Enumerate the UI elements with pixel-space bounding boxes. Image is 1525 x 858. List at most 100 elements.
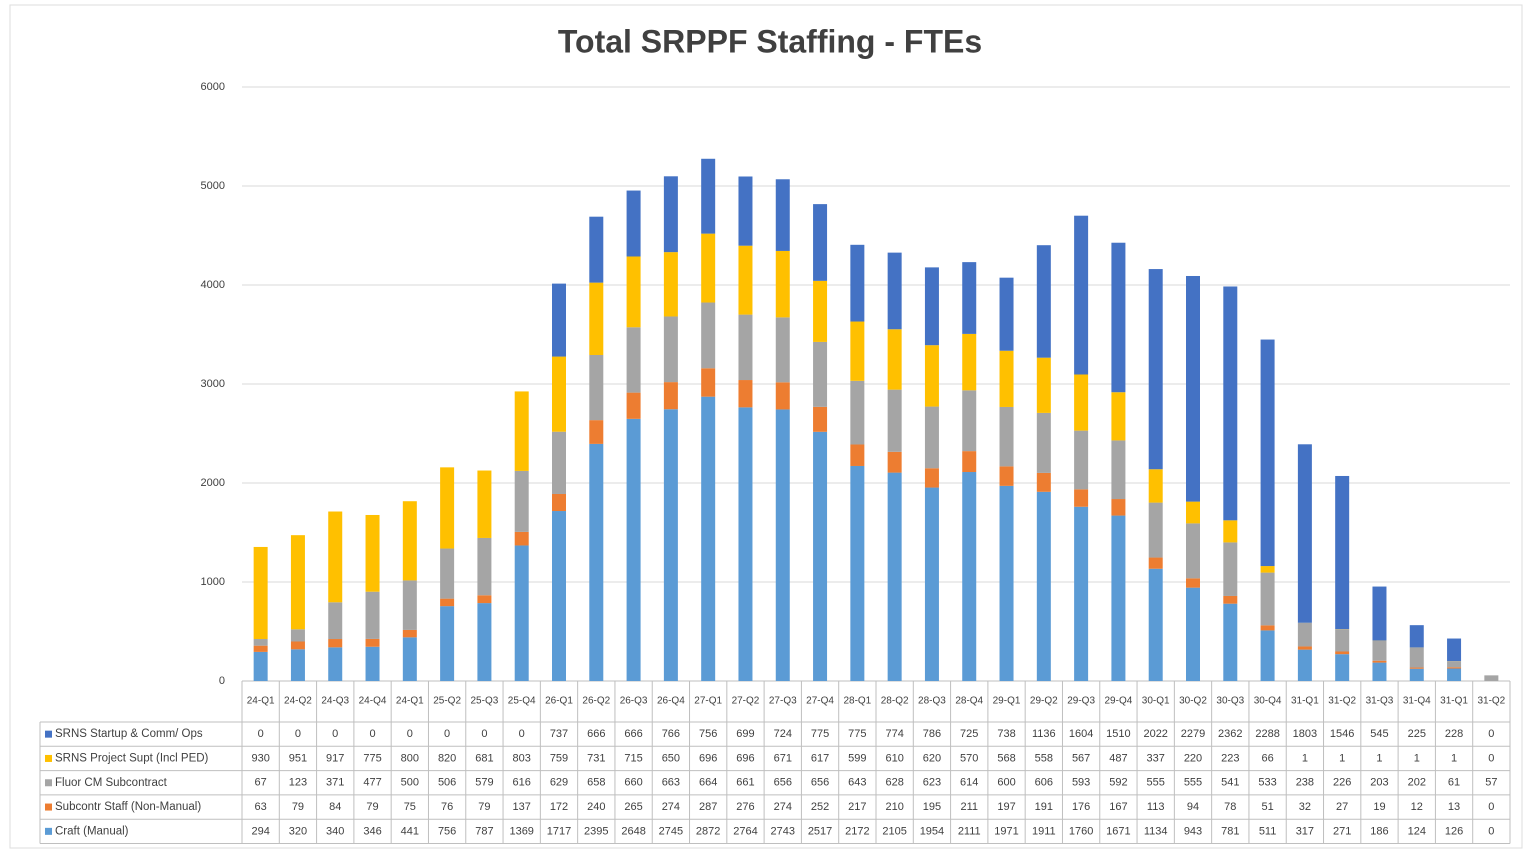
bar-segment <box>664 252 678 316</box>
bar-segment <box>1186 523 1200 578</box>
bar-segment <box>403 637 417 681</box>
bar-segment <box>1186 588 1200 681</box>
bar-segment <box>701 234 715 303</box>
table-cell: 2279 <box>1181 728 1205 740</box>
bar-segment <box>1149 269 1163 469</box>
table-cell: 766 <box>662 728 680 740</box>
table-cell: 0 <box>519 728 525 740</box>
table-cell: 616 <box>513 777 531 789</box>
bar-segment <box>776 382 790 409</box>
table-cell: 79 <box>478 801 490 813</box>
table-cell: 820 <box>438 752 456 764</box>
bar-segment <box>589 355 603 420</box>
table-cell: 666 <box>587 728 605 740</box>
x-tick-label: 24-Q2 <box>284 696 312 707</box>
table-cell: 12 <box>1411 801 1423 813</box>
table-cell: 724 <box>774 728 792 740</box>
bar-segment <box>440 599 454 607</box>
table-cell: 774 <box>885 728 903 740</box>
bar-segment <box>1298 650 1312 681</box>
bar-segment <box>776 251 790 317</box>
bar-segment <box>627 393 641 419</box>
table-cell: 533 <box>1258 777 1276 789</box>
table-cell: 202 <box>1408 777 1426 789</box>
bar-segment <box>403 501 417 580</box>
bar-segment <box>552 357 566 432</box>
table-cell: 79 <box>366 801 378 813</box>
table-cell: 137 <box>513 801 531 813</box>
bar-segment <box>477 471 491 538</box>
bar-segment <box>1410 668 1424 669</box>
bar-segment <box>962 262 976 334</box>
x-tick-label: 31-Q2 <box>1477 696 1505 707</box>
bar-segment <box>1335 629 1349 651</box>
bar-segment <box>1335 476 1349 629</box>
table-cell: 787 <box>475 825 493 837</box>
table-cell: 126 <box>1445 825 1463 837</box>
bar-segment <box>962 472 976 681</box>
bar-segment <box>776 317 790 382</box>
table-cell: 656 <box>774 777 792 789</box>
bar-segment <box>589 444 603 681</box>
table-cell: 1136 <box>1032 728 1056 740</box>
bar-segment <box>738 246 752 315</box>
bar-segment <box>366 515 380 592</box>
table-cell: 0 <box>407 728 413 740</box>
table-cell: 2395 <box>584 825 608 837</box>
table-cell: 1 <box>1451 752 1457 764</box>
table-cell: 1 <box>1414 752 1420 764</box>
x-tick-label: 27-Q1 <box>694 696 722 707</box>
table-cell: 620 <box>923 752 941 764</box>
bar-segment <box>254 646 268 652</box>
bar-segment <box>1223 286 1237 520</box>
bar-segment <box>403 630 417 637</box>
x-tick-label: 26-Q3 <box>620 696 648 707</box>
bar-segment <box>366 592 380 639</box>
table-cell: 172 <box>550 801 568 813</box>
bar-segment <box>440 549 454 599</box>
table-cell: 775 <box>363 752 381 764</box>
table-cell: 628 <box>885 777 903 789</box>
bar-segment <box>1223 604 1237 681</box>
bar-segment <box>254 639 268 646</box>
y-tick-label: 3000 <box>201 378 225 390</box>
bar-segment <box>477 603 491 681</box>
table-cell: 317 <box>1296 825 1314 837</box>
bar-segment <box>925 468 939 487</box>
bar-segment <box>1484 675 1498 681</box>
x-tick-label: 28-Q1 <box>843 696 871 707</box>
table-cell: 76 <box>441 801 453 813</box>
table-cell: 658 <box>587 777 605 789</box>
x-tick-label: 31-Q1 <box>1440 696 1468 707</box>
bar-segment <box>589 420 603 444</box>
table-cell: 167 <box>1109 801 1127 813</box>
x-tick-label: 26-Q4 <box>657 696 685 707</box>
table-cell: 600 <box>997 777 1015 789</box>
table-cell: 57 <box>1485 777 1497 789</box>
table-cell: 66 <box>1261 752 1273 764</box>
table-cell: 0 <box>258 728 264 740</box>
table-cell: 2362 <box>1218 728 1242 740</box>
bar-segment <box>813 342 827 407</box>
table-cell: 2105 <box>882 825 906 837</box>
legend-label: Craft (Manual) <box>55 825 129 837</box>
bar-segment <box>328 639 342 647</box>
table-cell: 650 <box>662 752 680 764</box>
x-tick-label: 24-Q3 <box>321 696 349 707</box>
table-cell: 592 <box>1109 777 1127 789</box>
table-cell: 500 <box>401 777 419 789</box>
table-cell: 61 <box>1448 777 1460 789</box>
bar-segment <box>1000 486 1014 681</box>
table-cell: 441 <box>401 825 419 837</box>
x-tick-label: 28-Q2 <box>881 696 909 707</box>
table-cell: 558 <box>1035 752 1053 764</box>
table-cell: 696 <box>736 752 754 764</box>
bar-segment <box>1298 444 1312 622</box>
legend-label: SRNS Startup & Comm/ Ops <box>55 728 203 740</box>
table-cell: 1510 <box>1106 728 1130 740</box>
bar-segment <box>1000 466 1014 486</box>
bar-segment <box>403 580 417 630</box>
bar-segment <box>1447 661 1461 667</box>
table-cell: 1671 <box>1106 825 1130 837</box>
bar-segment <box>701 159 715 234</box>
